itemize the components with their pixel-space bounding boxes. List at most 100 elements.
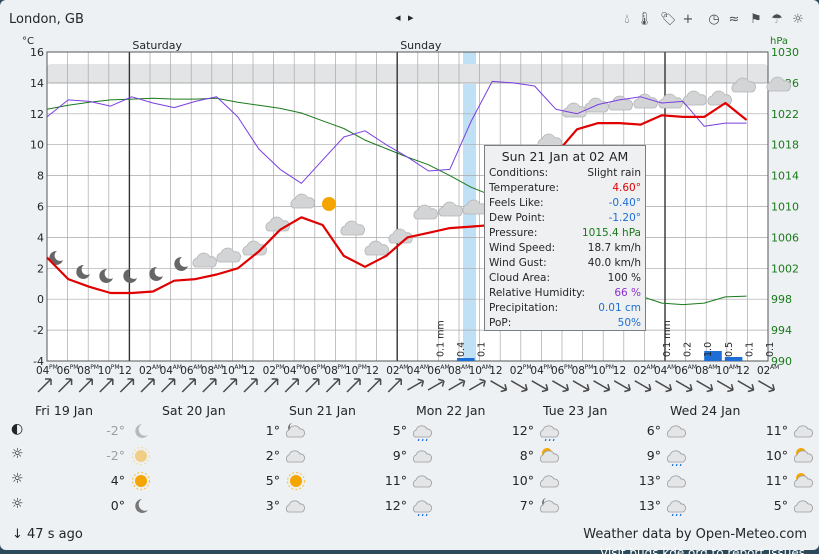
wind-arrow [572, 380, 590, 393]
wind-arrow [531, 380, 549, 393]
tooltip-row-label: Wind Gust: [489, 257, 547, 269]
sun-cloud-icon [792, 471, 816, 491]
wind-arrow [387, 378, 402, 393]
tooltip-row-label: Wind Speed: [489, 242, 556, 254]
x-tick-label: 06 [180, 365, 194, 377]
x-tick-ampm: PM [111, 364, 120, 371]
x-tick-label: 04 [407, 365, 421, 377]
tooltip-row: Dew Point: -1.20° [489, 211, 641, 226]
precipitation-label: 0.1 mm [435, 320, 446, 357]
wind-arrow [58, 378, 73, 393]
rain-cloud-icon [665, 496, 689, 518]
forecast-temperature: 11° [384, 473, 407, 488]
day-label: Sunday [400, 39, 442, 52]
night-icon: ◐ [11, 421, 24, 437]
prev-next-arrows[interactable]: ◂ ▸ [395, 11, 416, 24]
forecast-temperature: -2° [106, 423, 125, 438]
x-tick-label: 10 [469, 365, 482, 377]
x-tick-ampm: PM [585, 364, 594, 371]
morning-icon: ☼ [11, 446, 24, 462]
x-tick-label: 08 [448, 365, 461, 377]
tooltip-row-label: Dew Point: [489, 212, 546, 224]
precipitation-label: 0.2 [683, 342, 694, 357]
plus-icon[interactable]: + [682, 12, 694, 27]
x-tick-label: 08 [324, 365, 337, 377]
pressure-gauge-icon[interactable]: ◷ [708, 12, 720, 27]
tooltip-row-label: PoP: [489, 317, 512, 329]
wind-arrow [552, 380, 570, 393]
flag-icon[interactable]: ⚑ [750, 12, 762, 27]
rain-cloud-icon [411, 496, 435, 518]
hover-tooltip: Sun 21 Jan at 02 AM Conditions: Slight ra… [484, 145, 646, 331]
left-tick-label: 16 [30, 46, 44, 59]
moon-icon [129, 421, 153, 441]
precipitation-label: 0.1 [765, 342, 776, 357]
left-tick-label: 10 [30, 139, 44, 152]
x-tick-ampm: PM [358, 364, 367, 371]
right-tick-label: 1002 [771, 262, 799, 275]
x-tick-label: 06 [551, 365, 565, 377]
report-issues-hint[interactable]: Visit bugs.kde.org to report issues [600, 546, 805, 554]
umbrella-icon[interactable]: ☂ [771, 12, 783, 27]
wind-arrow [78, 378, 93, 393]
x-tick-label: 12 [613, 365, 626, 377]
right-tick-label: 994 [771, 324, 792, 337]
wind-arrow [264, 378, 279, 393]
x-tick-label: 02 [510, 365, 523, 377]
x-tick-label: 02 [757, 365, 770, 377]
x-tick-label: 12 [366, 365, 379, 377]
x-tick-label: 08 [77, 365, 90, 377]
meteogram-chart[interactable]: °ChPa1614121086420-2-4103010261022101810… [0, 0, 819, 400]
evening-icon: ☼ [11, 496, 24, 512]
forecast-day-label: Wed 24 Jan [670, 403, 741, 418]
forecast-temperature: 9° [392, 448, 407, 463]
x-tick-ampm: PM [70, 364, 79, 371]
x-tick-label: 10 [221, 365, 234, 377]
moon-icon [174, 256, 188, 271]
sun-icon[interactable]: ☼ [792, 12, 804, 27]
x-tick-ampm: PM [276, 364, 285, 371]
left-tick-label: -2 [33, 324, 44, 337]
moon-cloud-icon [538, 496, 562, 516]
wind-arrow [161, 378, 176, 393]
wind-arrow [305, 378, 320, 393]
wind-arrow [448, 378, 466, 391]
data-source-credit[interactable]: Weather data by Open-Meteo.com [583, 527, 807, 542]
thermometer-icon[interactable]: 🌡︎ [636, 12, 653, 27]
forecast-day-label: Mon 22 Jan [416, 403, 486, 418]
x-tick-ampm: AM [667, 364, 676, 371]
x-tick-ampm: PM [337, 364, 346, 371]
sun-icon [284, 471, 308, 491]
tooltip-title: Sun 21 Jan at 02 AM [501, 149, 629, 164]
forecast-temperature: 13° [638, 473, 661, 488]
forecast-temperature: 9° [646, 448, 661, 463]
x-tick-label: 12 [489, 365, 502, 377]
wind-arrow [696, 380, 714, 393]
x-tick-ampm: AM [214, 364, 223, 371]
left-tick-label: -4 [33, 355, 44, 368]
tooltip-row-value: 18.7 km/h [587, 242, 641, 254]
cloud-icon [665, 471, 689, 491]
x-tick-ampm: PM [90, 364, 99, 371]
x-tick-label: 04 [36, 365, 50, 377]
x-tick-label: 12 [736, 365, 749, 377]
cloud-icon [340, 220, 365, 236]
precipitation-icon[interactable]: 💧︎ [624, 12, 630, 27]
x-tick-label: 04 [654, 365, 668, 377]
tooltip-row-label: Cloud Area: [489, 272, 551, 284]
cloud-icon [438, 201, 463, 217]
x-tick-ampm: PM [523, 364, 532, 371]
cloud-icon [192, 252, 217, 268]
x-tick-label: 10 [345, 365, 358, 377]
wind-arrow [181, 378, 196, 393]
cloud-icon [364, 240, 389, 256]
x-tick-label: 10 [592, 365, 605, 377]
tag-icon[interactable]: 🏷︎ [660, 12, 677, 27]
forecast-temperature: 5° [265, 473, 280, 488]
dewpoint-line [46, 80, 747, 184]
cloud-icon [707, 90, 732, 106]
x-tick-ampm: AM [688, 364, 697, 371]
wind-arrow [346, 378, 361, 393]
wind-icon[interactable]: ≈ [728, 12, 740, 27]
forecast-day-label: Fri 19 Jan [35, 403, 94, 418]
